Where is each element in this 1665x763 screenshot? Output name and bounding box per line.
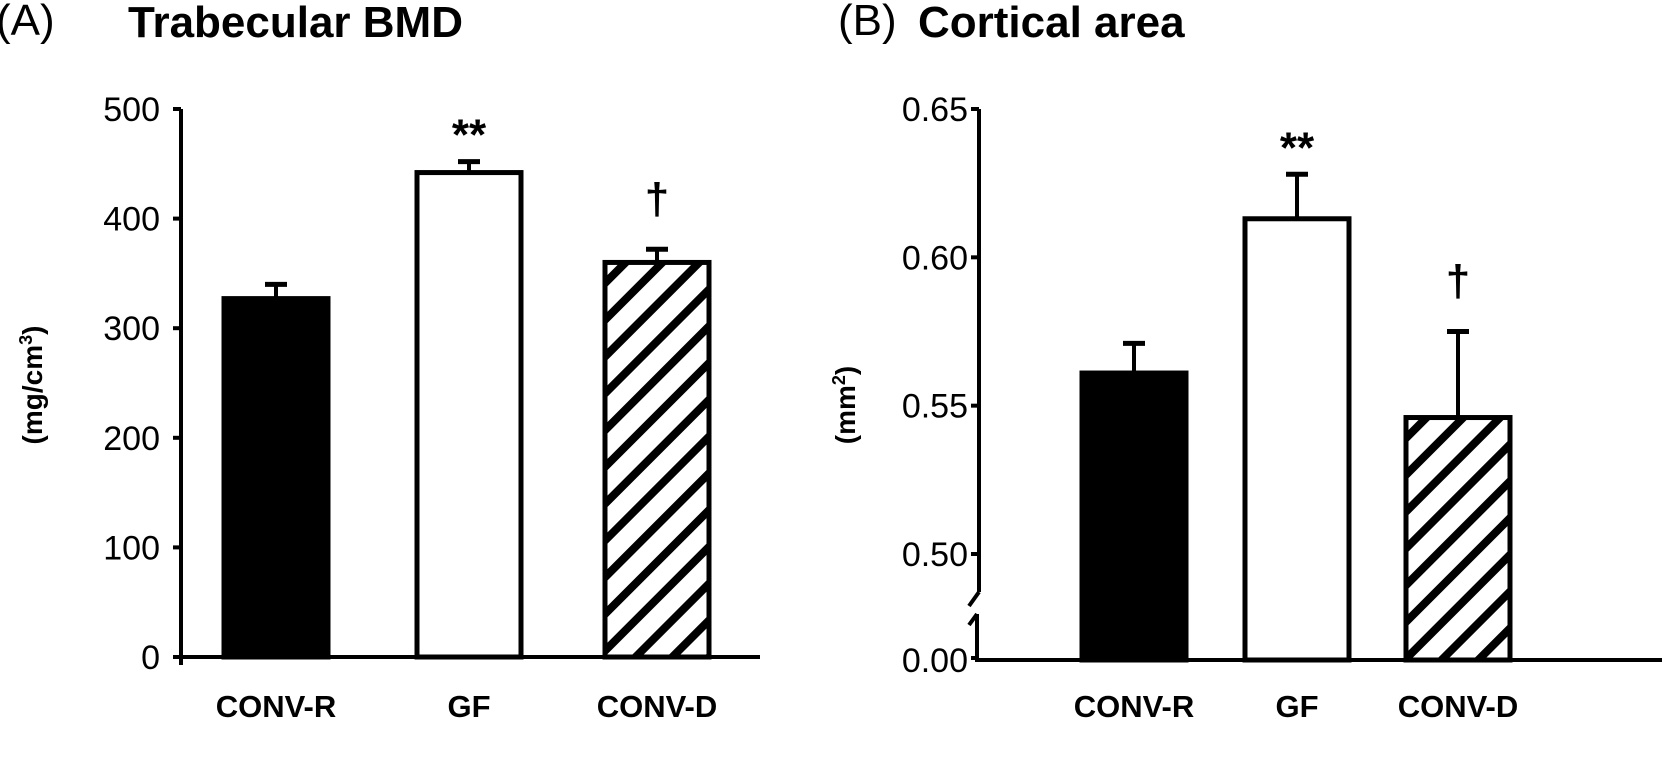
panel-a-y-tick-label: 0: [141, 639, 160, 677]
panel-a-y-tick-label: 200: [103, 420, 160, 458]
panel-a-y-tick-label: 100: [103, 529, 160, 567]
panel-b-y-axis-label-base: (mm: [830, 385, 861, 444]
panel-b-significance-marker: †: [1446, 257, 1470, 306]
panel-b-bar-gf: [1242, 216, 1352, 663]
panel-b-bar-conv-d: [1403, 415, 1513, 663]
panel-a-label: (A): [0, 0, 55, 45]
panel-b-significance-marker: **: [1280, 123, 1315, 172]
panel-b-x-tick-label: CONV-D: [1398, 689, 1519, 724]
panel-a: (A) Trabecular BMD (mg/cm3) 0 100 200 300 40…: [0, 0, 760, 724]
panel-b-y-axis-label: (mm2): [829, 366, 861, 444]
panel-a-significance-marker: **: [452, 111, 487, 160]
panel-b-x-tick-label: CONV-R: [1074, 689, 1195, 724]
panel-a-y-axis-label: (mg/cm3): [16, 326, 48, 445]
panel-b-y-tick-label: 0.60: [902, 239, 968, 277]
panel-b-title: Cortical area: [918, 0, 1185, 47]
panel-a-bar-conv-r: [221, 296, 331, 660]
panel-a-title: Trabecular BMD: [128, 0, 463, 47]
panel-a-significance-marker: †: [645, 174, 669, 223]
panel-b-y-tick-label: 0.65: [902, 91, 968, 129]
panel-a-y-axis-label-sup: 3: [16, 335, 36, 345]
panel-b: (B) Cortical area (mm2) 0.00 0.50 0.55 0.60…: [829, 0, 1662, 724]
panel-a-y-tick-label: 300: [103, 310, 160, 348]
panel-b-bar-conv-r: [1079, 370, 1189, 663]
panel-b-x-tick-label: GF: [1275, 689, 1318, 724]
panel-a-bar-gf: [414, 170, 524, 660]
panel-b-y-axis-label-close: ): [830, 366, 861, 375]
panel-a-y-tick-label: 400: [103, 201, 160, 239]
panel-a-x-tick-label: CONV-D: [597, 689, 718, 724]
panel-b-axis-break-mark: [967, 590, 981, 608]
panel-b-y-tick-label: 0.55: [902, 388, 968, 426]
panel-a-x-tick-label: CONV-R: [216, 689, 337, 724]
panel-a-x-tick-label: GF: [447, 689, 490, 724]
panel-a-y-axis-label-close: ): [17, 326, 48, 335]
panel-b-y-axis-label-sup: 2: [829, 375, 849, 385]
panel-b-y-tick-label: 0.50: [902, 536, 968, 574]
panel-b-label: (B): [838, 0, 897, 45]
panel-a-bar-conv-d: [602, 259, 712, 660]
panel-b-y-tick-label: 0.00: [902, 642, 968, 680]
panel-a-y-tick-label: 500: [103, 91, 160, 129]
panel-a-y-axis-label-base: (mg/cm: [17, 345, 48, 445]
